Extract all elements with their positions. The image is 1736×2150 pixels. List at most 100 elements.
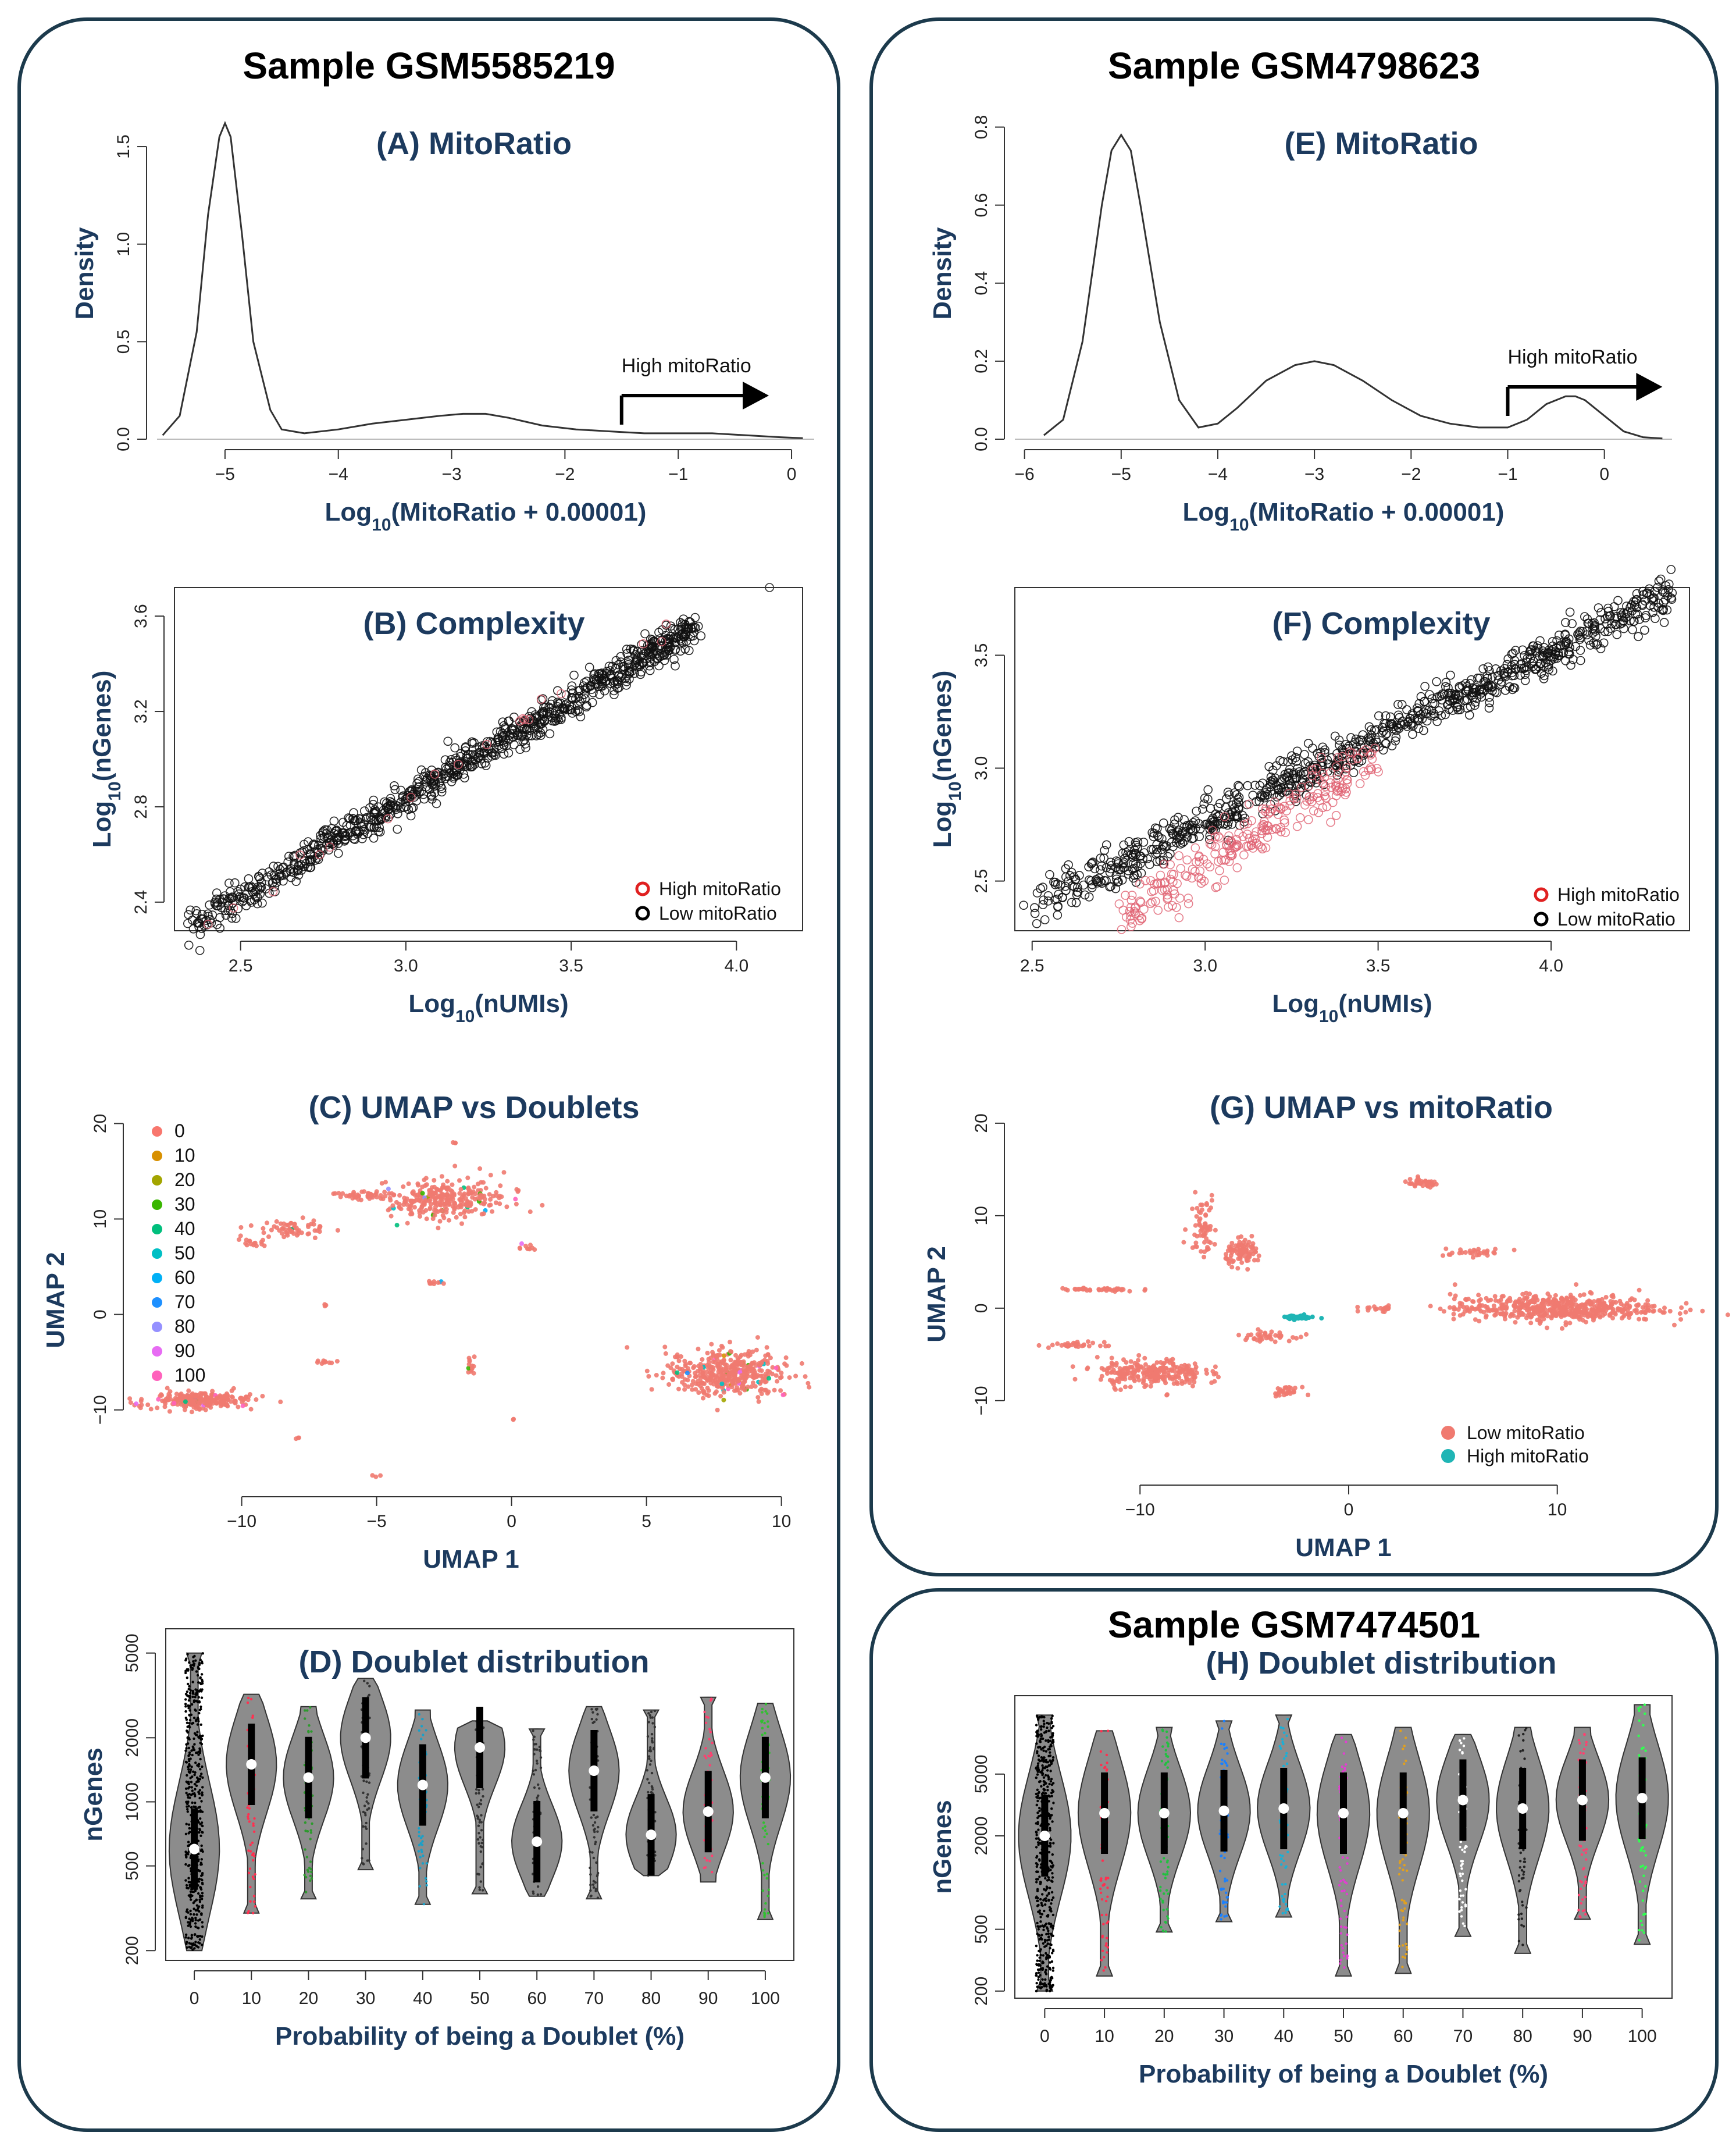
umap-point	[1588, 1302, 1594, 1307]
x-tick-label: 40	[413, 1989, 432, 2008]
umap-point	[398, 1206, 404, 1212]
umap-point	[759, 1360, 764, 1365]
violin-point	[200, 1738, 204, 1740]
umap-point	[139, 1403, 144, 1408]
low-point	[1465, 710, 1474, 720]
low-point	[539, 703, 548, 713]
violin-point	[252, 1824, 255, 1827]
umap-point	[1476, 1293, 1481, 1298]
violin-median	[417, 1779, 428, 1791]
violin-point	[537, 1794, 540, 1797]
low-point	[333, 849, 343, 858]
violin-point	[198, 1910, 201, 1913]
low-point	[440, 755, 450, 764]
high-point	[557, 689, 566, 699]
violin-point	[708, 1738, 711, 1740]
high-point	[1174, 913, 1184, 923]
low-point	[622, 681, 631, 690]
umap-point	[323, 1302, 329, 1308]
low-point	[574, 692, 584, 702]
low-point	[451, 753, 461, 763]
low-point	[610, 681, 620, 690]
umap-point	[472, 1354, 477, 1359]
low-point	[594, 672, 603, 682]
low-point	[184, 941, 194, 950]
umap-point	[260, 1394, 265, 1399]
violin-point	[192, 1656, 195, 1658]
violin-point	[764, 1908, 767, 1911]
low-point	[256, 883, 266, 892]
umap-point	[722, 1377, 728, 1382]
violin-point	[201, 1810, 204, 1813]
violin-point	[253, 1854, 256, 1858]
low-point	[604, 661, 614, 671]
y-tick-label: 500	[123, 1852, 142, 1881]
violin-point	[197, 1806, 200, 1809]
violin-point	[367, 1802, 370, 1805]
violin-point	[764, 1825, 767, 1828]
low-point	[393, 809, 402, 818]
violin-point	[195, 1692, 199, 1695]
umap-point	[284, 1222, 289, 1227]
low-point	[436, 782, 445, 791]
violin-point	[197, 1720, 200, 1723]
violin-point	[589, 1873, 592, 1876]
legend-marker	[152, 1248, 162, 1259]
umap-point	[412, 1198, 417, 1204]
low-point	[383, 805, 393, 814]
violin-median	[646, 1829, 657, 1841]
violin-median	[246, 1759, 257, 1770]
umap-point	[224, 1395, 230, 1400]
violin-point	[196, 1731, 199, 1733]
violin-point	[309, 1879, 312, 1882]
umap-point	[1574, 1282, 1579, 1287]
violin-point	[198, 1869, 201, 1873]
umap-point	[439, 1208, 444, 1213]
umap-point	[311, 1218, 316, 1223]
low-point	[268, 878, 277, 888]
violin-median	[532, 1836, 543, 1847]
umap-point	[1563, 1297, 1568, 1302]
violin-point	[539, 1766, 543, 1770]
violin-point	[247, 1817, 250, 1820]
x-tick-label: −1	[1498, 465, 1517, 484]
umap-point	[682, 1382, 687, 1387]
umap-point	[292, 1222, 297, 1227]
violin-point	[594, 1888, 597, 1891]
violin-point	[197, 1892, 200, 1895]
umap-point	[445, 1179, 450, 1184]
legend-label: 0	[174, 1120, 185, 1141]
violin-point	[593, 1827, 596, 1831]
violin-point	[193, 1782, 197, 1786]
umap-point	[402, 1195, 407, 1201]
low-point	[393, 824, 402, 834]
violin-point	[538, 1749, 541, 1752]
umap-point	[230, 1395, 235, 1400]
violin-point	[307, 1729, 310, 1733]
violin-point	[596, 1896, 600, 1899]
x-tick-label: 70	[584, 1989, 604, 2008]
violin-point	[193, 1743, 196, 1746]
low-point	[515, 745, 525, 754]
violin-point	[246, 1806, 249, 1809]
violin-point	[185, 1718, 188, 1721]
low-point	[474, 747, 484, 757]
violin-point	[247, 1813, 250, 1816]
violin-point	[648, 1757, 651, 1760]
low-point	[194, 918, 203, 928]
umap-point	[487, 1192, 492, 1197]
violin-point	[197, 1927, 200, 1930]
violin-point	[187, 1754, 190, 1757]
umap-point	[462, 1210, 466, 1215]
violin-point	[477, 1873, 480, 1876]
violin-point	[191, 1721, 195, 1725]
umap-point	[1726, 1312, 1730, 1318]
low-point	[1019, 900, 1028, 910]
violin-point	[591, 1851, 594, 1854]
umap-point	[254, 1397, 259, 1402]
low-point	[662, 640, 672, 649]
violin-point	[194, 1922, 197, 1925]
low-point	[221, 910, 231, 920]
umap-point	[1563, 1320, 1569, 1325]
y-tick-label: 1.5	[114, 134, 133, 159]
